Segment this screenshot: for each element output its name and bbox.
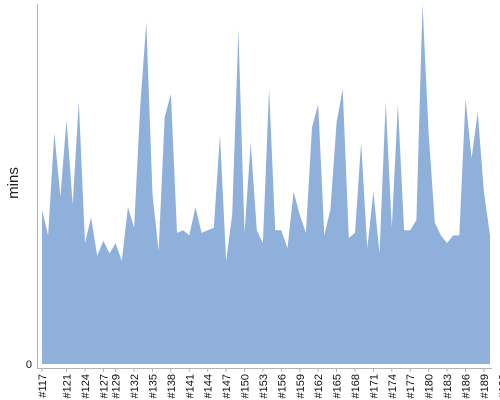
x-tick-label: #144	[203, 374, 215, 398]
x-tick-label: #183	[442, 374, 454, 398]
x-tick-label: #171	[368, 374, 380, 398]
y-axis-label: mins	[5, 167, 22, 199]
x-tick-label: #121	[62, 374, 74, 398]
x-tick-label: #147	[221, 374, 233, 398]
x-tick-label: #156	[276, 374, 288, 398]
x-tick-label: #132	[129, 374, 141, 398]
x-tick-label: #127	[98, 374, 110, 398]
area-series	[42, 4, 490, 364]
x-tick-label: #159	[295, 374, 307, 398]
x-tick-label: #168	[350, 374, 362, 398]
x-tick-label: #192	[497, 374, 500, 398]
x-tick-labels: #117 #121 #124 #127 #129 #132 #135 #138 #141 #144…	[37, 368, 500, 398]
y-tick-labels: 0	[26, 359, 32, 371]
area-fill	[42, 4, 490, 364]
x-tick-label: #135	[148, 374, 160, 398]
x-tick-label: #180	[424, 374, 436, 398]
x-tick-label: #138	[166, 374, 178, 398]
x-tick-label: #177	[405, 374, 417, 398]
x-tick-label: #174	[387, 374, 399, 398]
x-tick-label: #189	[479, 374, 491, 398]
x-tick-label: #150	[240, 374, 252, 398]
x-tick-label: #117	[37, 374, 49, 398]
x-tick-label: #129	[111, 374, 123, 398]
x-tick-label: #165	[332, 374, 344, 398]
x-tick-label: #186	[461, 374, 473, 398]
x-tick-label: #141	[184, 374, 196, 398]
y-tick-label: 0	[26, 359, 32, 371]
x-tick-label: #124	[80, 374, 92, 398]
x-tick-label: #153	[258, 374, 270, 398]
x-tick-label: #162	[313, 374, 325, 398]
